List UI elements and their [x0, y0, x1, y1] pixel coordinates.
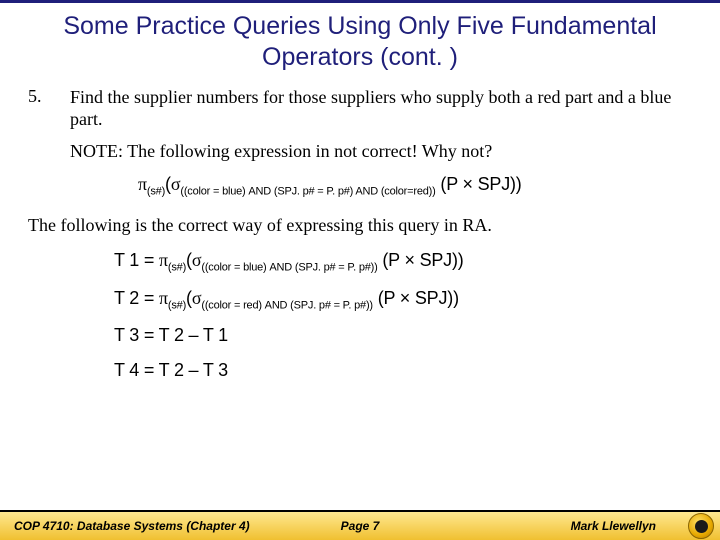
- t2-sigma-sub: ((color = red) AND (SPJ. p# = P. p#)): [201, 299, 373, 311]
- footer-page: Page 7: [341, 519, 380, 533]
- slide-content: 5. Find the supplier numbers for those s…: [0, 80, 720, 382]
- sigma-subscript: ((color = blue) AND (SPJ. p# = P. p#) AN…: [180, 185, 435, 197]
- t1-label: T 1 =: [114, 250, 159, 270]
- footer-author: Mark Llewellyn: [571, 519, 656, 533]
- slide-footer: COP 4710: Database Systems (Chapter 4) P…: [0, 510, 720, 540]
- ucf-logo-icon: [688, 513, 714, 539]
- t2-label: T 2 =: [114, 288, 159, 308]
- question-row: 5. Find the supplier numbers for those s…: [28, 86, 692, 131]
- footer-course: COP 4710: Database Systems (Chapter 4): [14, 519, 250, 533]
- pi-symbol: π: [138, 174, 147, 194]
- note-text: NOTE: The following expression in not co…: [70, 141, 692, 162]
- t2-line: T 2 = π(s#)(σ((color = red) AND (SPJ. p#…: [114, 288, 692, 312]
- t3-line: T 3 = T 2 – T 1: [114, 325, 692, 346]
- slide-title: Some Practice Queries Using Only Five Fu…: [0, 3, 720, 80]
- t2-sigma: σ: [192, 288, 202, 308]
- t2-pi-sub: (s#): [168, 299, 186, 311]
- t2-pi: π: [159, 288, 168, 308]
- t1-pi: π: [159, 250, 168, 270]
- pi-subscript: (s#): [147, 185, 165, 197]
- t1-sigma-sub: ((color = blue) AND (SPJ. p# = P. p#)): [201, 262, 377, 274]
- question-number: 5.: [28, 86, 70, 131]
- sigma-symbol: σ: [171, 174, 181, 194]
- wrong-expression: π(s#)(σ((color = blue) AND (SPJ. p# = P.…: [138, 174, 692, 198]
- t4-line: T 4 = T 2 – T 3: [114, 360, 692, 381]
- t1-tail: (P × SPJ)): [378, 250, 464, 270]
- t1-sigma: σ: [192, 250, 202, 270]
- correct-intro: The following is the correct way of expr…: [28, 215, 692, 236]
- t2-tail: (P × SPJ)): [373, 288, 459, 308]
- expr-tail: (P × SPJ)): [436, 174, 522, 194]
- t1-line: T 1 = π(s#)(σ((color = blue) AND (SPJ. p…: [114, 250, 692, 274]
- ucf-logo-inner: [695, 520, 708, 533]
- question-text: Find the supplier numbers for those supp…: [70, 86, 692, 131]
- t1-pi-sub: (s#): [168, 262, 186, 274]
